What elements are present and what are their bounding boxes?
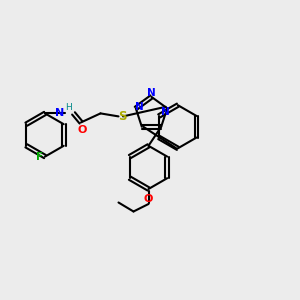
Text: O: O: [144, 194, 153, 205]
Text: O: O: [78, 125, 87, 135]
Text: F: F: [36, 152, 43, 162]
Text: N: N: [135, 102, 144, 112]
Text: N: N: [161, 107, 170, 117]
Text: N: N: [55, 108, 64, 118]
Text: N: N: [146, 88, 155, 98]
Text: S: S: [118, 110, 126, 123]
Text: H: H: [65, 103, 72, 112]
